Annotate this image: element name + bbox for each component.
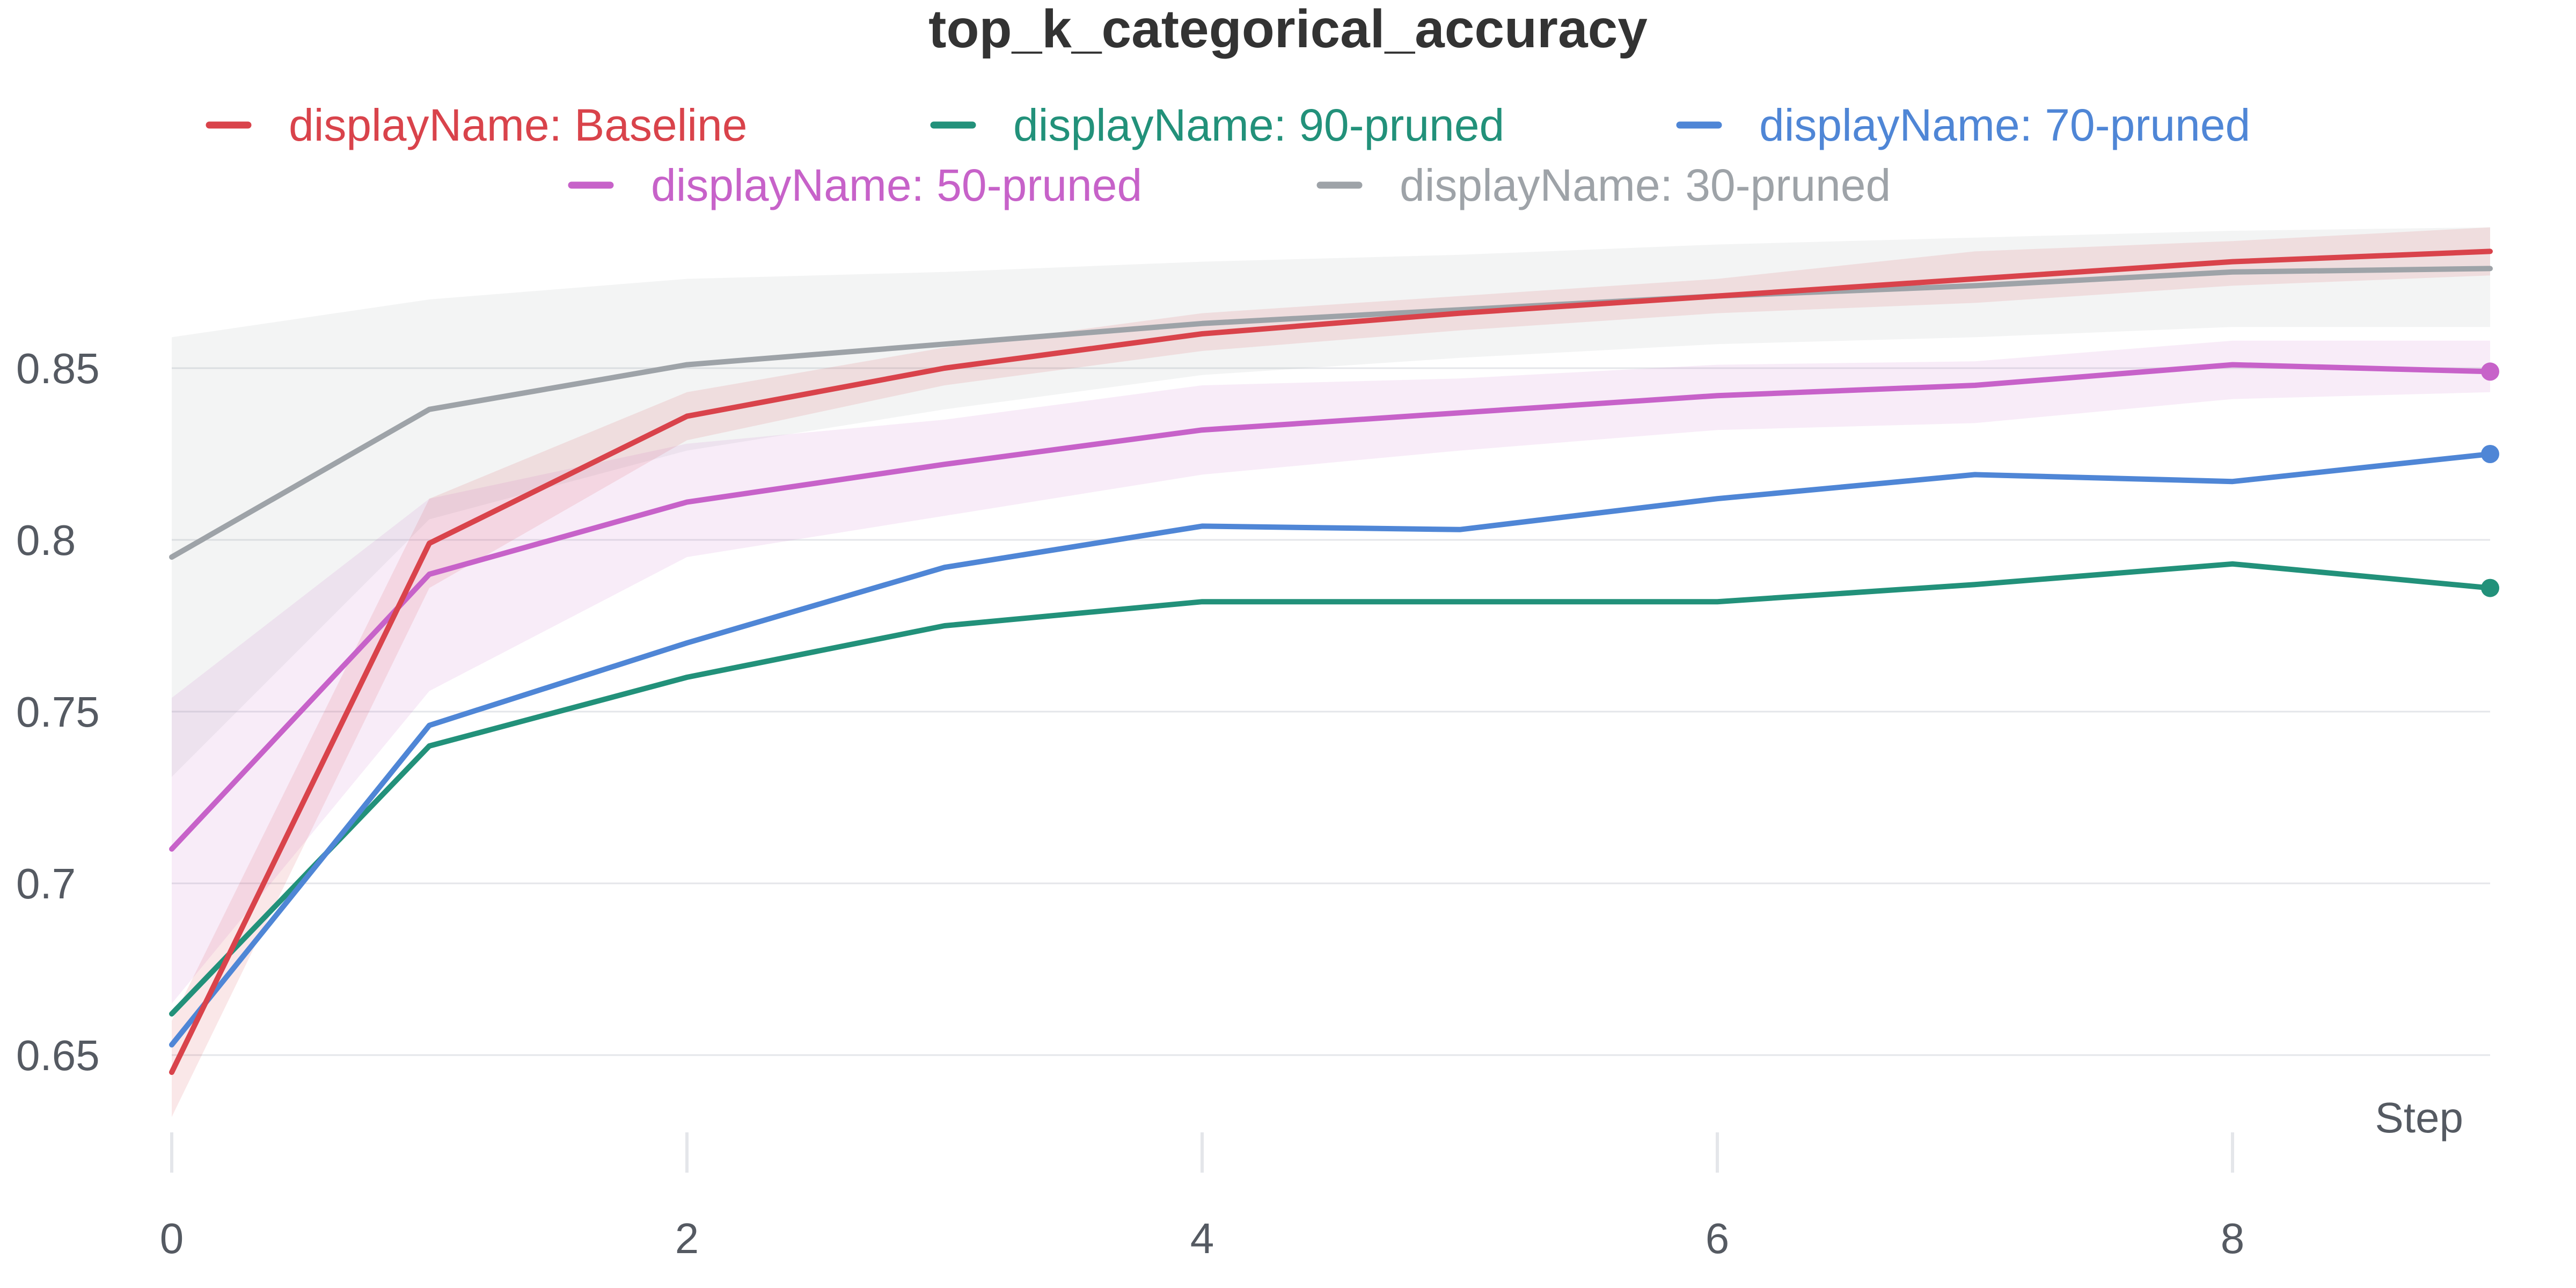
legend: displayName: Baseline displayName: 90-pru…: [206, 100, 2250, 210]
series-line-4: [169, 266, 2493, 560]
band-4: [172, 227, 2490, 777]
series-line-0: [169, 248, 2493, 1075]
end-marker-1: [2481, 579, 2499, 597]
chart-title: top_k_categorical_accuracy: [928, 0, 1648, 59]
end-marker-2: [2481, 445, 2499, 463]
x-tick-label: 8: [2221, 1214, 2245, 1262]
legend-label[interactable]: displayName: 30-pruned: [1400, 160, 1891, 210]
series-line-1: [169, 561, 2493, 1017]
series-line-3: [169, 362, 2493, 852]
legend-label[interactable]: displayName: 50-pruned: [651, 160, 1142, 210]
y-tick-label: 0.8: [16, 516, 76, 564]
legend-label[interactable]: displayName: Baseline: [289, 100, 747, 150]
band-3: [172, 340, 2490, 1004]
end-marker-3: [2481, 362, 2499, 381]
series-lines: [169, 248, 2493, 1075]
y-tick-label: 0.7: [16, 860, 76, 908]
legend-label[interactable]: displayName: 70-pruned: [1759, 100, 2250, 150]
x-tick-label: 0: [160, 1214, 184, 1262]
x-tick-label: 2: [675, 1214, 699, 1262]
x-tick-label: 4: [1190, 1214, 1214, 1262]
y-tick-label: 0.65: [16, 1031, 100, 1079]
x-tick-label: 6: [1706, 1214, 1730, 1262]
confidence-bands: [172, 227, 2490, 1117]
x-axis: 0 2 4 6 8: [160, 1132, 2245, 1262]
grid: [172, 367, 2490, 1056]
legend-label[interactable]: displayName: 90-pruned: [1013, 100, 1504, 150]
y-axis: 0.65 0.7 0.75 0.8 0.85: [16, 345, 100, 1079]
series-line-2: [169, 451, 2493, 1048]
y-tick-label: 0.85: [16, 345, 100, 392]
x-axis-label: Step: [2375, 1094, 2463, 1141]
y-tick-label: 0.75: [16, 688, 100, 736]
end-markers: [2481, 362, 2499, 597]
